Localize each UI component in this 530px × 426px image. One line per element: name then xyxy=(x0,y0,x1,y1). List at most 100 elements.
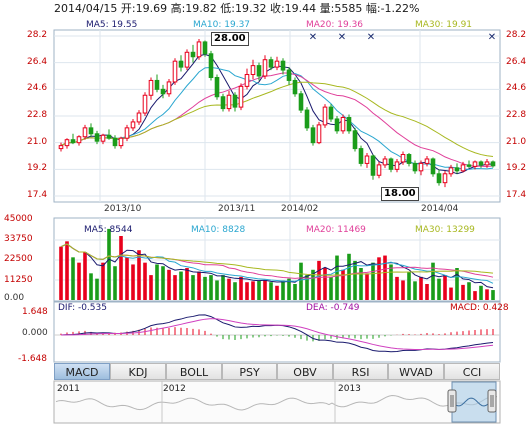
tab-kdj[interactable]: KDJ xyxy=(110,363,166,380)
event-markers[interactable]: ✕ ✕ ✕ ✕ xyxy=(309,32,496,43)
date-label-oct: 2013/10 xyxy=(104,204,142,214)
candle-body xyxy=(292,79,298,95)
volume-bar xyxy=(323,268,327,300)
candle-body xyxy=(190,51,196,58)
date-label-apr: 2014/04 xyxy=(421,204,459,214)
tab-obv[interactable]: OBV xyxy=(277,363,333,380)
volume-bar xyxy=(347,253,351,300)
volume-bar xyxy=(161,266,165,300)
volume-bars xyxy=(59,228,495,300)
candle-body xyxy=(124,127,130,139)
volume-bar xyxy=(479,285,483,300)
volume-bar xyxy=(281,280,285,300)
candle-body xyxy=(262,59,268,77)
price-ma-lines xyxy=(60,53,494,175)
volume-bar xyxy=(113,266,117,300)
price-axis-label-right: 22.8 xyxy=(506,110,527,120)
vol-axis-33750: 33750 xyxy=(4,234,33,244)
volume-bar xyxy=(137,250,141,300)
price-axis-label-right: 21.0 xyxy=(506,136,527,147)
volume-bar xyxy=(299,262,303,300)
price-axis-label-right: 24.6 xyxy=(506,83,527,94)
timeline-navigator[interactable] xyxy=(55,381,498,423)
vol-ma30-legend: MA30: 13299 xyxy=(415,225,475,235)
volume-bar xyxy=(407,271,411,300)
candle-body xyxy=(430,158,436,175)
ma30-line xyxy=(60,81,494,157)
vol-axis-0: 0.00 xyxy=(4,293,25,303)
candle-body xyxy=(376,164,382,176)
date-label-feb: 2014/02 xyxy=(281,204,319,214)
volume-bar xyxy=(461,284,465,300)
volume-bar xyxy=(353,260,357,300)
candle-body xyxy=(268,59,274,68)
macd-panel-frame xyxy=(53,301,501,363)
candle-body xyxy=(352,130,358,150)
candle-body xyxy=(82,127,88,138)
macd-axis-bottom: -1.648 xyxy=(18,354,48,364)
timeline-drag-handle xyxy=(447,389,457,413)
timeline-drag-handle xyxy=(487,389,497,413)
volume-bar xyxy=(209,275,213,300)
vol-ma20-legend: MA20: 11469 xyxy=(306,225,366,235)
timeline-year-2011: 2011 xyxy=(57,384,80,394)
volume-bar xyxy=(59,246,63,300)
volume-bar xyxy=(341,269,345,300)
candle-body xyxy=(436,173,442,184)
candle-body xyxy=(484,161,490,166)
candle-body xyxy=(370,155,376,176)
vol-ma10-legend: MA10: 8828 xyxy=(191,225,246,235)
volume-bar xyxy=(395,276,399,300)
tab-wvad[interactable]: WVAD xyxy=(388,363,444,380)
volume-bar xyxy=(401,280,405,300)
candle-body xyxy=(166,81,172,95)
vol-ma5-legend: MA5: 8544 xyxy=(84,225,133,235)
candle-body xyxy=(280,60,286,71)
volume-bar xyxy=(473,291,477,300)
candle-body xyxy=(412,162,418,172)
tab-macd[interactable]: MACD xyxy=(54,363,110,380)
volume-bar xyxy=(179,271,183,300)
volume-bar xyxy=(149,275,153,300)
volume-bar xyxy=(185,268,189,300)
ma10-legend: MA10: 19.37 xyxy=(193,20,251,30)
volume-bar xyxy=(65,241,69,300)
volume-bar xyxy=(491,290,495,300)
volume-bar xyxy=(455,268,459,300)
candle-body xyxy=(472,161,478,167)
event-marker-icon: ✕ xyxy=(309,32,317,43)
volume-bar xyxy=(155,264,159,300)
macd-histogram xyxy=(60,327,494,342)
timeline-frame[interactable] xyxy=(53,380,501,424)
price-axis-label-left: 28.2 xyxy=(27,30,48,40)
volume-bar xyxy=(89,273,93,300)
tab-psy[interactable]: PSY xyxy=(222,363,277,380)
candle-body xyxy=(346,116,352,132)
tab-rsi[interactable]: RSI xyxy=(333,363,388,380)
candle-body xyxy=(334,118,340,132)
tab-boll[interactable]: BOLL xyxy=(166,363,222,380)
volume-bar xyxy=(77,262,81,300)
candle-body xyxy=(364,155,370,164)
candle-body xyxy=(112,137,118,147)
indicator-tab-bar: MACD KDJ BOLL PSY OBV RSI WVAD CCI xyxy=(54,363,500,380)
volume-bar xyxy=(413,281,417,300)
volume-bar xyxy=(221,275,225,300)
price-axis-label-left: 22.8 xyxy=(27,110,48,120)
ma20-legend: MA20: 19.36 xyxy=(306,20,364,30)
candle-body xyxy=(310,127,316,144)
candle-body xyxy=(340,116,346,132)
event-marker-icon: ✕ xyxy=(367,32,375,43)
volume-bar xyxy=(71,257,75,300)
candle-body xyxy=(388,158,394,170)
candle-body xyxy=(454,167,460,172)
volume-bar xyxy=(215,280,219,300)
tab-cci[interactable]: CCI xyxy=(444,363,500,380)
ma30-legend: MA30: 19.91 xyxy=(415,20,473,30)
price-axis-label-left: 24.6 xyxy=(27,83,48,94)
low-price-annotation: 18.00 xyxy=(381,187,419,201)
volume-bar xyxy=(239,276,243,300)
candle-body xyxy=(178,60,184,68)
candle-body xyxy=(424,158,430,164)
